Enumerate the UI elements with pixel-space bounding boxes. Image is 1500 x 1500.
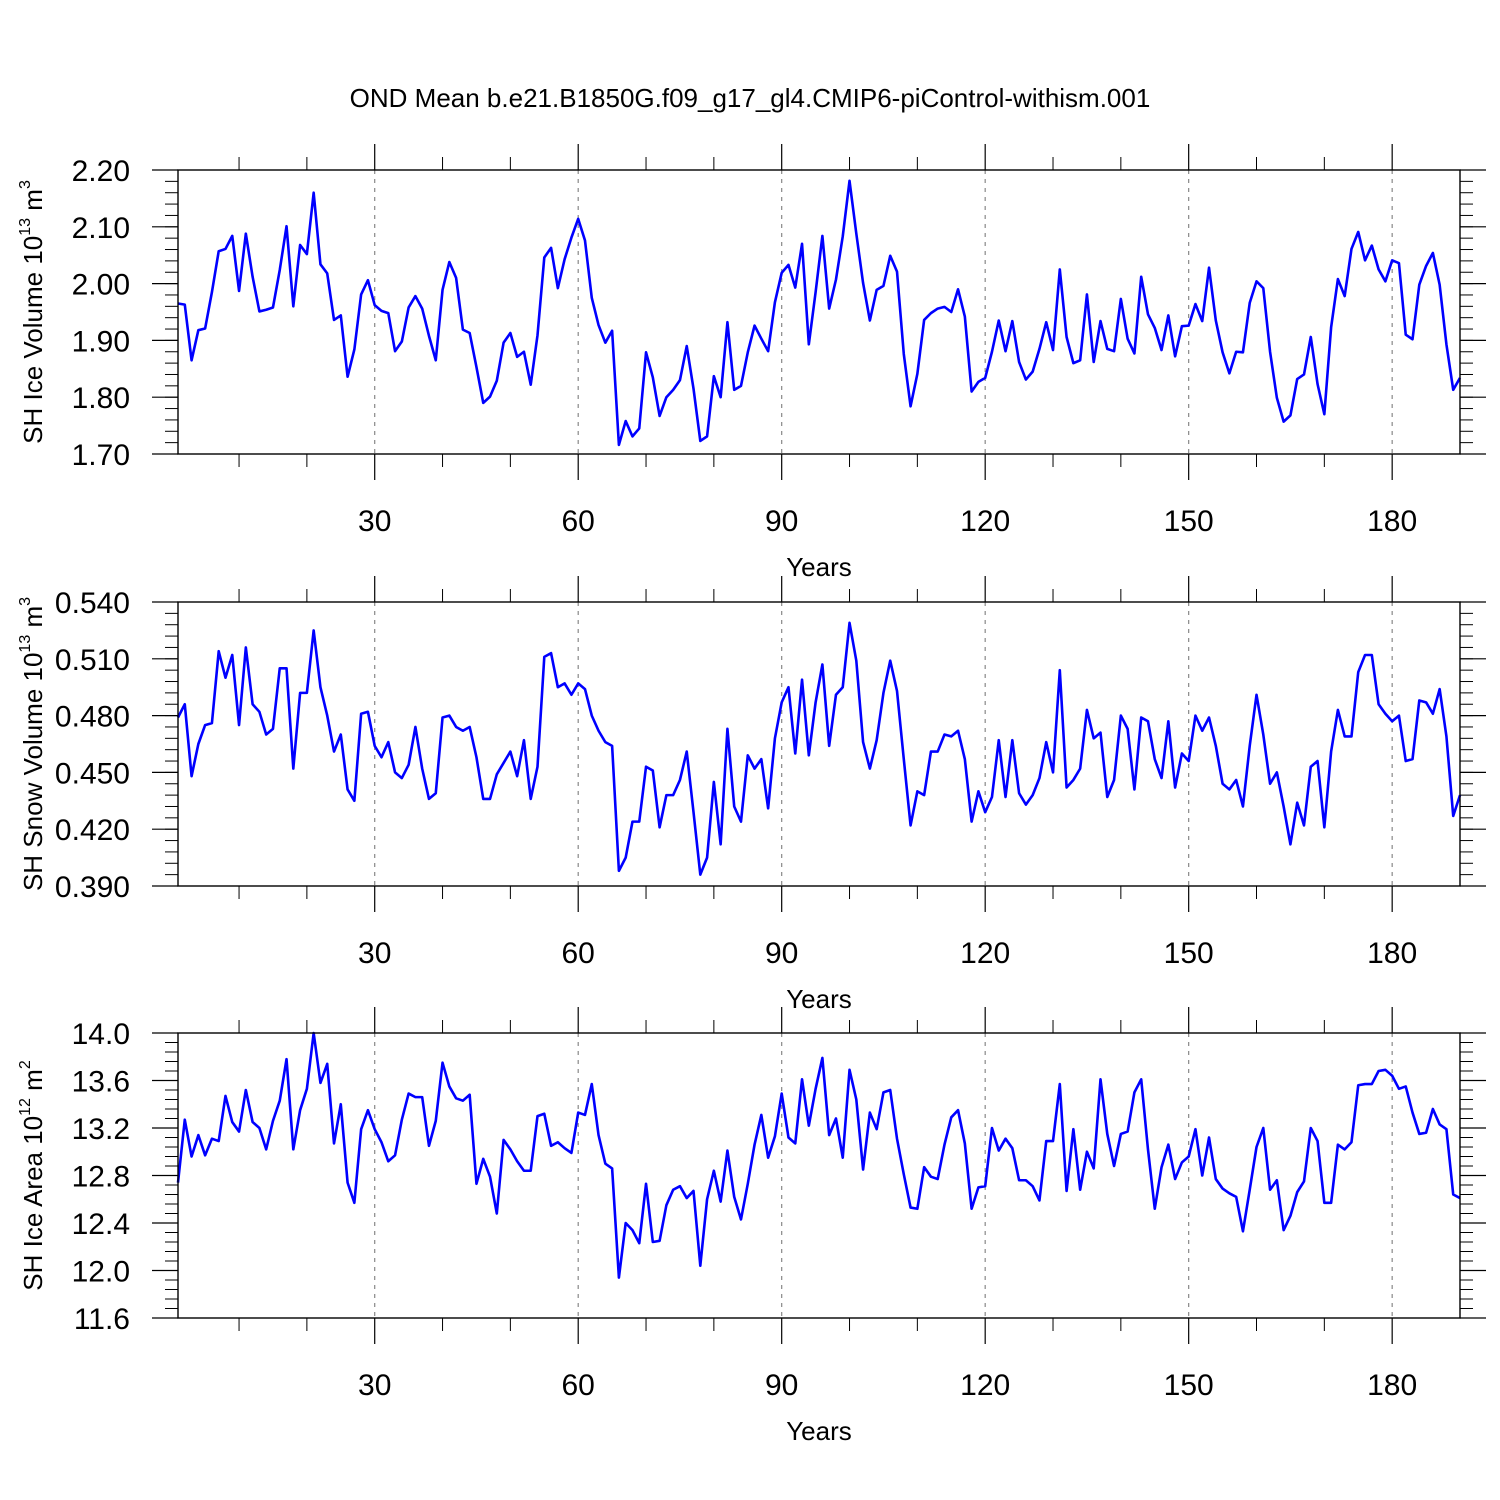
x-axis-label: Years (786, 984, 852, 1014)
y-tick-label: 12.4 (72, 1208, 130, 1241)
x-tick-label: 120 (960, 937, 1010, 970)
x-tick-label: 150 (1164, 505, 1214, 538)
y-tick-label: 14.0 (72, 1018, 130, 1051)
y-axis-label: SH Ice Area 1012 m2 (17, 1060, 48, 1291)
y-tick-label: 0.420 (55, 814, 130, 847)
y-tick-label: 0.390 (55, 871, 130, 904)
plot-frame (177, 1032, 1461, 1319)
y-tick-label: 13.6 (72, 1066, 130, 1099)
y-tick-label: 0.510 (55, 644, 130, 677)
panel-ice-volume: 30 60 90 120 150 180 1.70 1.80 1.90 2.00 2.10 2.20 Y… (17, 144, 1486, 582)
x-tick-label: 30 (358, 505, 391, 538)
y-tick-label: 0.480 (55, 701, 130, 734)
y-axis-label: SH Ice Volume 1013 m3 (17, 180, 48, 444)
x-tick-label: 150 (1164, 937, 1214, 970)
x-tick-label: 150 (1164, 1369, 1214, 1402)
y-tick-label: 2.10 (72, 212, 130, 245)
x-tick-label: 60 (562, 505, 595, 538)
x-tick-label: 60 (562, 1369, 595, 1402)
plot-frame (177, 169, 1461, 455)
x-axis-label: Years (786, 1416, 852, 1446)
series-line-snow-volume (176, 621, 1462, 876)
x-tick-label: 120 (960, 1369, 1010, 1402)
x-tick-label: 180 (1367, 1369, 1417, 1402)
chart-title: OND Mean b.e21.B1850G.f09_g17_gl4.CMIP6-… (350, 83, 1151, 113)
y-tick-label: 12.0 (72, 1256, 130, 1289)
panel-snow-volume: 30 60 90 120 150 180 0.390 0.420 0.450 0.480 0.510… (17, 576, 1486, 1014)
y-tick-label: 2.20 (72, 155, 130, 188)
y-tick-label: 0.450 (55, 757, 130, 790)
y-tick-label: 11.6 (74, 1303, 130, 1336)
x-tick-label: 30 (358, 937, 391, 970)
x-tick-label: 90 (765, 1369, 798, 1402)
x-tick-label: 60 (562, 937, 595, 970)
y-tick-label: 1.90 (72, 325, 130, 358)
x-axis-label: Years (786, 552, 852, 582)
x-tick-label: 90 (765, 937, 798, 970)
y-tick-label: 12.8 (72, 1161, 130, 1194)
x-tick-label: 30 (358, 1369, 391, 1402)
y-tick-label: 1.80 (72, 382, 130, 415)
y-tick-label: 13.2 (72, 1113, 130, 1146)
plot-frame (177, 601, 1461, 887)
x-tick-label: 180 (1367, 937, 1417, 970)
y-tick-label: 1.70 (72, 439, 130, 472)
x-tick-label: 90 (765, 505, 798, 538)
series-line-ice-area (176, 1031, 1461, 1279)
y-tick-label: 2.00 (72, 269, 130, 302)
x-tick-label: 120 (960, 505, 1010, 538)
series-line-ice-volume (177, 179, 1462, 447)
panels: 30 60 90 120 150 180 1.70 1.80 1.90 2.00 2.10 2.20 Y… (17, 144, 1486, 1446)
x-tick-label: 180 (1367, 505, 1417, 538)
y-tick-label: 0.540 (55, 587, 130, 620)
panel-ice-area: 30 60 90 120 150 180 11.6 12.0 12.4 12.8 13.2 13.6 1… (17, 1007, 1486, 1446)
y-axis-label: SH Snow Volume 1013 m3 (17, 597, 48, 891)
